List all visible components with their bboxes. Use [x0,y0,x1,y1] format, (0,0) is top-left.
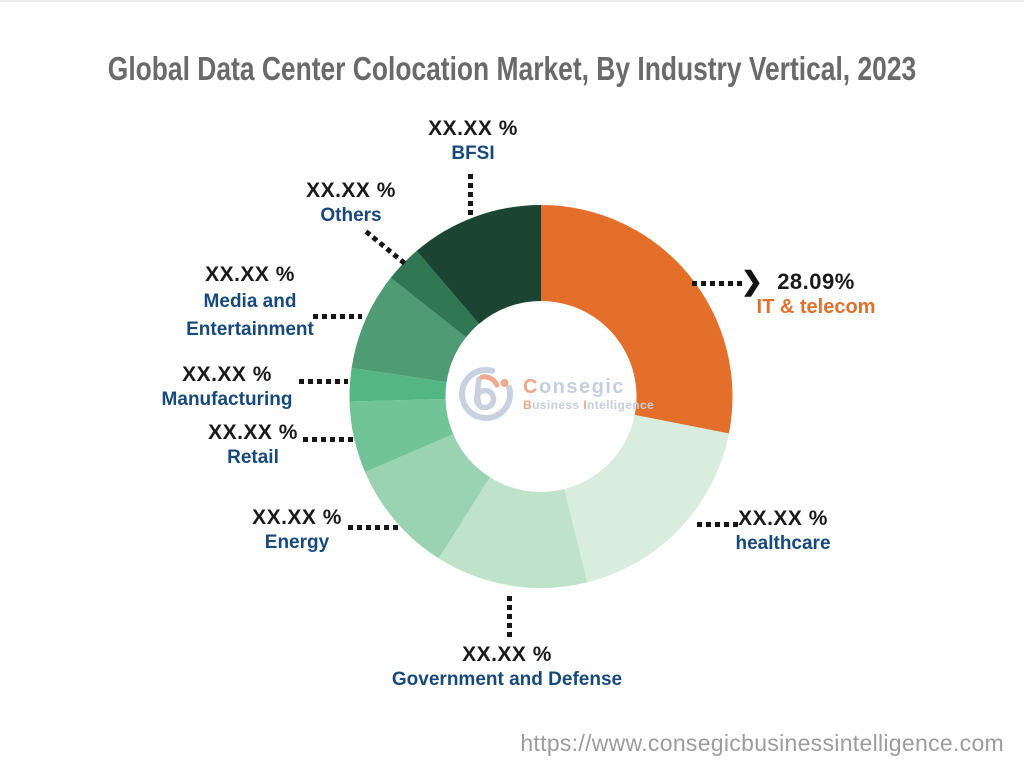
donut-segment-healthcare [564,414,729,583]
segment-label-retail: XX.XX % Retail [143,420,363,470]
leader-line-energy [348,525,398,530]
donut-segment-it-telecom [541,205,733,434]
leader-line-manufacturing [299,379,348,384]
segment-value-manufacturing: XX.XX % [182,363,272,386]
segment-value-it-telecom: 28.09% [777,269,855,294]
chart-title: Global Data Center Colocation Market, By… [107,50,917,87]
leader-line-bfsi [468,174,473,218]
donut-segment-retail [349,399,454,473]
footer-url[interactable]: https://www.consegicbusinessintelligence… [520,730,1004,756]
donut-segment-media-and-entertainment [351,277,467,383]
arrow-right-icon: ❯ [741,266,763,296]
segment-value-energy: XX.XX % [252,506,342,529]
brand-logo-b-icon [459,367,513,421]
brand-logo-text: Consegic Business Intelligence [523,376,654,413]
segment-label-government-defense: XX.XX % Government and Defense [357,642,657,692]
segment-name-media-entertainment: Media and Entertainment [186,291,314,340]
segment-label-media-entertainment: XX.XX % Media and Entertainment [140,262,360,344]
donut-segment-energy [365,434,490,559]
segment-label-it-telecom: 28.09% IT & telecom [706,269,926,319]
segment-label-energy: XX.XX % Energy [187,505,407,555]
segment-name-government-defense: Government and Defense [391,669,623,690]
donut-segment-government-and-defense [438,477,588,588]
segment-value-bfsi: XX.XX % [428,117,518,140]
brand-name: Consegic [523,375,626,398]
leader-line-it-telecom [692,281,742,286]
segment-label-healthcare: XX.XX % healthcare [673,506,893,556]
segment-value-media-entertainment: XX.XX % [205,263,295,286]
leader-line-media-entertainment [313,314,362,319]
segment-label-bfsi: XX.XX % BFSI [363,116,583,166]
brand-logo: Consegic Business Intelligence [456,362,654,426]
leader-line-government-defense [507,596,512,640]
segment-name-healthcare: healthcare [735,533,831,554]
segment-name-retail: Retail [227,447,279,468]
leader-line-retail [303,437,353,442]
segment-label-manufacturing: XX.XX % Manufacturing [117,362,337,412]
top-border [0,0,1024,2]
segment-value-healthcare: XX.XX % [738,507,828,530]
segment-name-others: Others [320,205,382,226]
segment-label-others: XX.XX % Others [241,178,461,228]
segment-value-government-defense: XX.XX % [462,643,552,666]
donut-segment-bfsi [416,205,541,324]
segment-name-bfsi: BFSI [451,143,495,164]
segment-value-others: XX.XX % [306,179,396,202]
leader-line-healthcare [697,522,742,527]
segment-name-energy: Energy [264,532,330,553]
donut-segment-others [390,250,479,338]
segment-value-retail: XX.XX % [208,421,298,444]
segment-name-it-telecom: IT & telecom [756,296,876,318]
brand-tagline: Business Intelligence [523,397,655,412]
donut-segment-manufacturing [349,367,447,402]
segment-name-manufacturing: Manufacturing [161,389,293,410]
